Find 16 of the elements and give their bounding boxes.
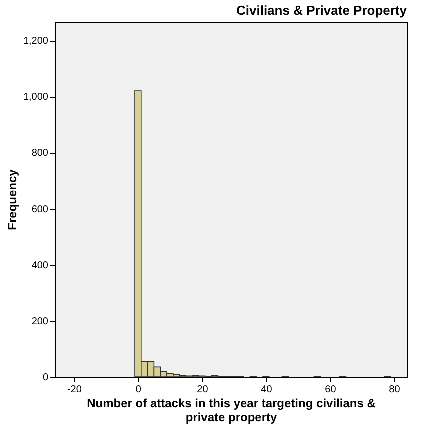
y-tick-label: 400 — [32, 260, 49, 272]
y-tick-label: 800 — [32, 148, 49, 160]
y-tick-label: 1,200 — [23, 36, 49, 48]
y-tick-label: 0 — [42, 372, 49, 384]
x-tick-label: 80 — [389, 384, 401, 396]
y-tick-label: 200 — [32, 316, 49, 328]
x-axis-title: Number of attacks in this year targeting civilians & private property — [87, 396, 376, 424]
x-tick-label: 60 — [325, 384, 337, 396]
y-tick-label: 1,000 — [23, 92, 49, 104]
x-tick-label: 40 — [261, 384, 273, 396]
y-axis-title: Frequency — [5, 169, 20, 230]
x-tick-label: 20 — [197, 384, 209, 396]
x-tick-label: 0 — [136, 384, 142, 396]
chart-title: Civilians & Private Property — [236, 3, 408, 18]
y-tick-label: 600 — [32, 204, 49, 216]
x-tick-label: -20 — [67, 384, 82, 396]
